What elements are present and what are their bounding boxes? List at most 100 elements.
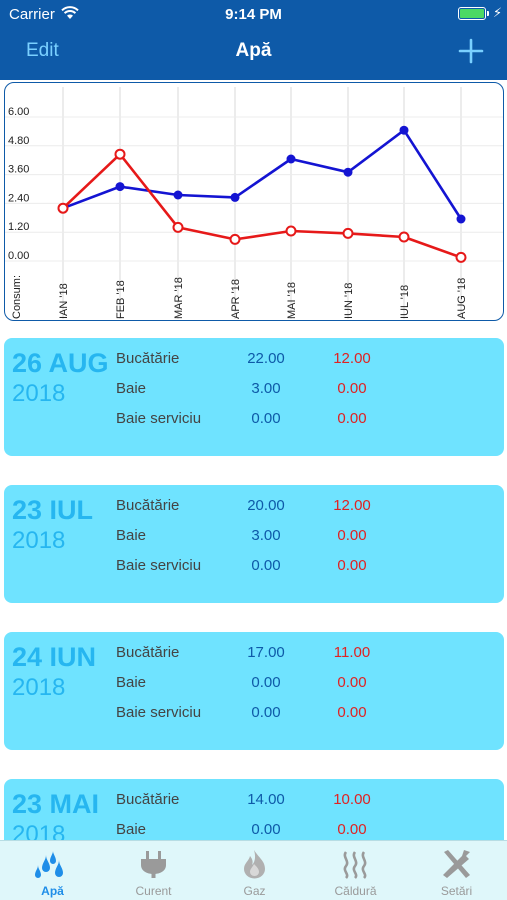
y-tick-label: 2.40 bbox=[8, 192, 29, 204]
meter-name: Bucătărie bbox=[116, 497, 180, 514]
reading-card[interactable]: 23 IUL 2018 Bucătărie 20.00 12.00 Baie 3.00 0.0… bbox=[4, 485, 504, 603]
meter-consumption-value: 3.00 bbox=[251, 380, 281, 397]
tab-settings[interactable]: Setări bbox=[406, 841, 507, 900]
meter-consumption-value: 0.00 bbox=[251, 821, 281, 838]
meter-row: Bucătărie 14.00 10.00 bbox=[4, 791, 504, 813]
y-tick-label: 6.00 bbox=[8, 106, 29, 118]
meter-consumption-value: 0.00 bbox=[251, 674, 281, 691]
reading-card[interactable]: 24 IUN 2018 Bucătărie 17.00 11.00 Baie 0.00 0.0… bbox=[4, 632, 504, 750]
meter-secondary-value: 12.00 bbox=[333, 350, 371, 367]
meter-name: Bucătărie bbox=[116, 644, 180, 661]
meter-row: Baie serviciu 0.00 0.00 bbox=[4, 557, 504, 579]
tab-gas[interactable]: Gaz bbox=[204, 841, 305, 900]
reading-date-year: 2018 bbox=[12, 674, 66, 701]
data-point bbox=[229, 233, 241, 245]
y-tick-label: 4.80 bbox=[8, 135, 29, 147]
meter-name: Bucătărie bbox=[116, 350, 180, 367]
water-drops-icon bbox=[35, 851, 63, 878]
tab-label: Curent bbox=[135, 884, 172, 898]
meter-secondary-value: 0.00 bbox=[337, 410, 367, 427]
meter-name: Baie serviciu bbox=[116, 704, 202, 721]
data-point bbox=[286, 154, 296, 164]
navigation-header: Carrier 9:14 PM ⚡ Edit Apă bbox=[0, 0, 507, 80]
status-time: 9:14 PM bbox=[225, 6, 282, 23]
data-point bbox=[285, 225, 297, 237]
tab-heat[interactable]: Căldură bbox=[305, 841, 406, 900]
meter-secondary-value: 0.00 bbox=[337, 704, 367, 721]
meter-name: Baie bbox=[116, 527, 147, 544]
reading-date-day: 23 IUL bbox=[12, 495, 94, 525]
reading-date-day: 24 IUN bbox=[12, 642, 97, 672]
battery-icon bbox=[458, 7, 486, 20]
meter-consumption-value: 0.00 bbox=[251, 557, 281, 574]
meter-secondary-value: 0.00 bbox=[337, 821, 367, 838]
reading-card[interactable]: 26 AUG 2018 Bucătărie 22.00 12.00 Baie 3.00 0.0… bbox=[4, 338, 504, 456]
data-point bbox=[230, 192, 240, 202]
data-point bbox=[456, 214, 466, 224]
carrier-label: Carrier bbox=[9, 6, 55, 23]
meter-row: Baie 3.00 0.00 bbox=[4, 527, 504, 549]
x-tick-label: AUG '18 bbox=[456, 278, 468, 319]
data-point bbox=[398, 231, 410, 243]
meter-consumption-value: 14.00 bbox=[247, 791, 285, 808]
meter-secondary-value: 11.00 bbox=[333, 644, 371, 661]
series-line bbox=[62, 152, 462, 259]
tab-current[interactable]: Curent bbox=[103, 841, 204, 900]
meter-name: Baie bbox=[116, 674, 147, 691]
meter-row: Bucătărie 17.00 11.00 bbox=[4, 644, 504, 666]
data-point bbox=[455, 251, 467, 263]
y-tick-label: 0.00 bbox=[8, 250, 29, 262]
reading-date-day: 26 AUG bbox=[12, 348, 109, 378]
meter-consumption-value: 20.00 bbox=[247, 497, 285, 514]
x-tick-label: FEB '18 bbox=[115, 280, 127, 319]
x-tick-label: IUN '18 bbox=[343, 283, 355, 319]
add-plus-icon[interactable] bbox=[458, 38, 484, 64]
tab-label: Gaz bbox=[243, 884, 266, 898]
series-line bbox=[62, 128, 463, 220]
tab-label: Căldură bbox=[334, 884, 377, 898]
consumption-chart: 6.00 4.80 3.60 2.40 1.20 0.00 Consum: IAN '18 FE… bbox=[4, 82, 504, 321]
x-tick-label: MAI '18 bbox=[286, 282, 298, 319]
meter-row: Bucătărie 22.00 12.00 bbox=[4, 350, 504, 372]
charging-bolt-icon: ⚡ bbox=[493, 5, 503, 20]
y-tick-label: 3.60 bbox=[8, 164, 29, 176]
x-tick-label: IUL '18 bbox=[399, 285, 411, 319]
heat-waves-icon bbox=[343, 851, 367, 879]
plug-icon bbox=[141, 851, 166, 878]
meter-name: Baie bbox=[116, 380, 147, 397]
meter-row: Baie 0.00 0.00 bbox=[4, 674, 504, 696]
flame-icon bbox=[244, 850, 265, 879]
meter-consumption-value: 3.00 bbox=[251, 527, 281, 544]
x-tick-label: IAN '18 bbox=[58, 283, 70, 319]
meter-name: Bucătărie bbox=[116, 791, 180, 808]
data-point bbox=[399, 125, 409, 135]
meter-row: Baie 0.00 0.00 bbox=[4, 821, 504, 843]
data-point bbox=[115, 182, 125, 192]
data-point bbox=[173, 190, 183, 200]
meter-consumption-value: 17.00 bbox=[247, 644, 285, 661]
wifi-icon bbox=[61, 6, 79, 19]
data-point bbox=[342, 227, 354, 239]
data-point bbox=[172, 221, 184, 233]
meter-secondary-value: 10.00 bbox=[333, 791, 371, 808]
meter-row: Baie serviciu 0.00 0.00 bbox=[4, 704, 504, 726]
meter-secondary-value: 0.00 bbox=[337, 557, 367, 574]
meter-secondary-value: 0.00 bbox=[337, 527, 367, 544]
reading-date-year: 2018 bbox=[12, 380, 66, 407]
status-bar: Carrier 9:14 PM ⚡ bbox=[0, 0, 507, 28]
meter-name: Baie bbox=[116, 821, 147, 838]
meter-consumption-value: 0.00 bbox=[251, 410, 281, 427]
meter-secondary-value: 12.00 bbox=[333, 497, 371, 514]
meter-name: Baie serviciu bbox=[116, 410, 202, 427]
edit-button[interactable]: Edit bbox=[26, 40, 59, 61]
meter-consumption-value: 0.00 bbox=[251, 704, 281, 721]
meter-row: Baie serviciu 0.00 0.00 bbox=[4, 410, 504, 432]
y-tick-label: 1.20 bbox=[8, 221, 29, 233]
y-axis-title: Consum: bbox=[11, 275, 23, 319]
tools-icon bbox=[443, 850, 470, 878]
tab-water[interactable]: Apă bbox=[2, 841, 103, 900]
chart-svg: 6.00 4.80 3.60 2.40 1.20 0.00 Consum: IAN '18 FE… bbox=[5, 87, 503, 319]
meter-secondary-value: 0.00 bbox=[337, 674, 367, 691]
meter-row: Baie 3.00 0.00 bbox=[4, 380, 504, 402]
meter-consumption-value: 22.00 bbox=[247, 350, 285, 367]
